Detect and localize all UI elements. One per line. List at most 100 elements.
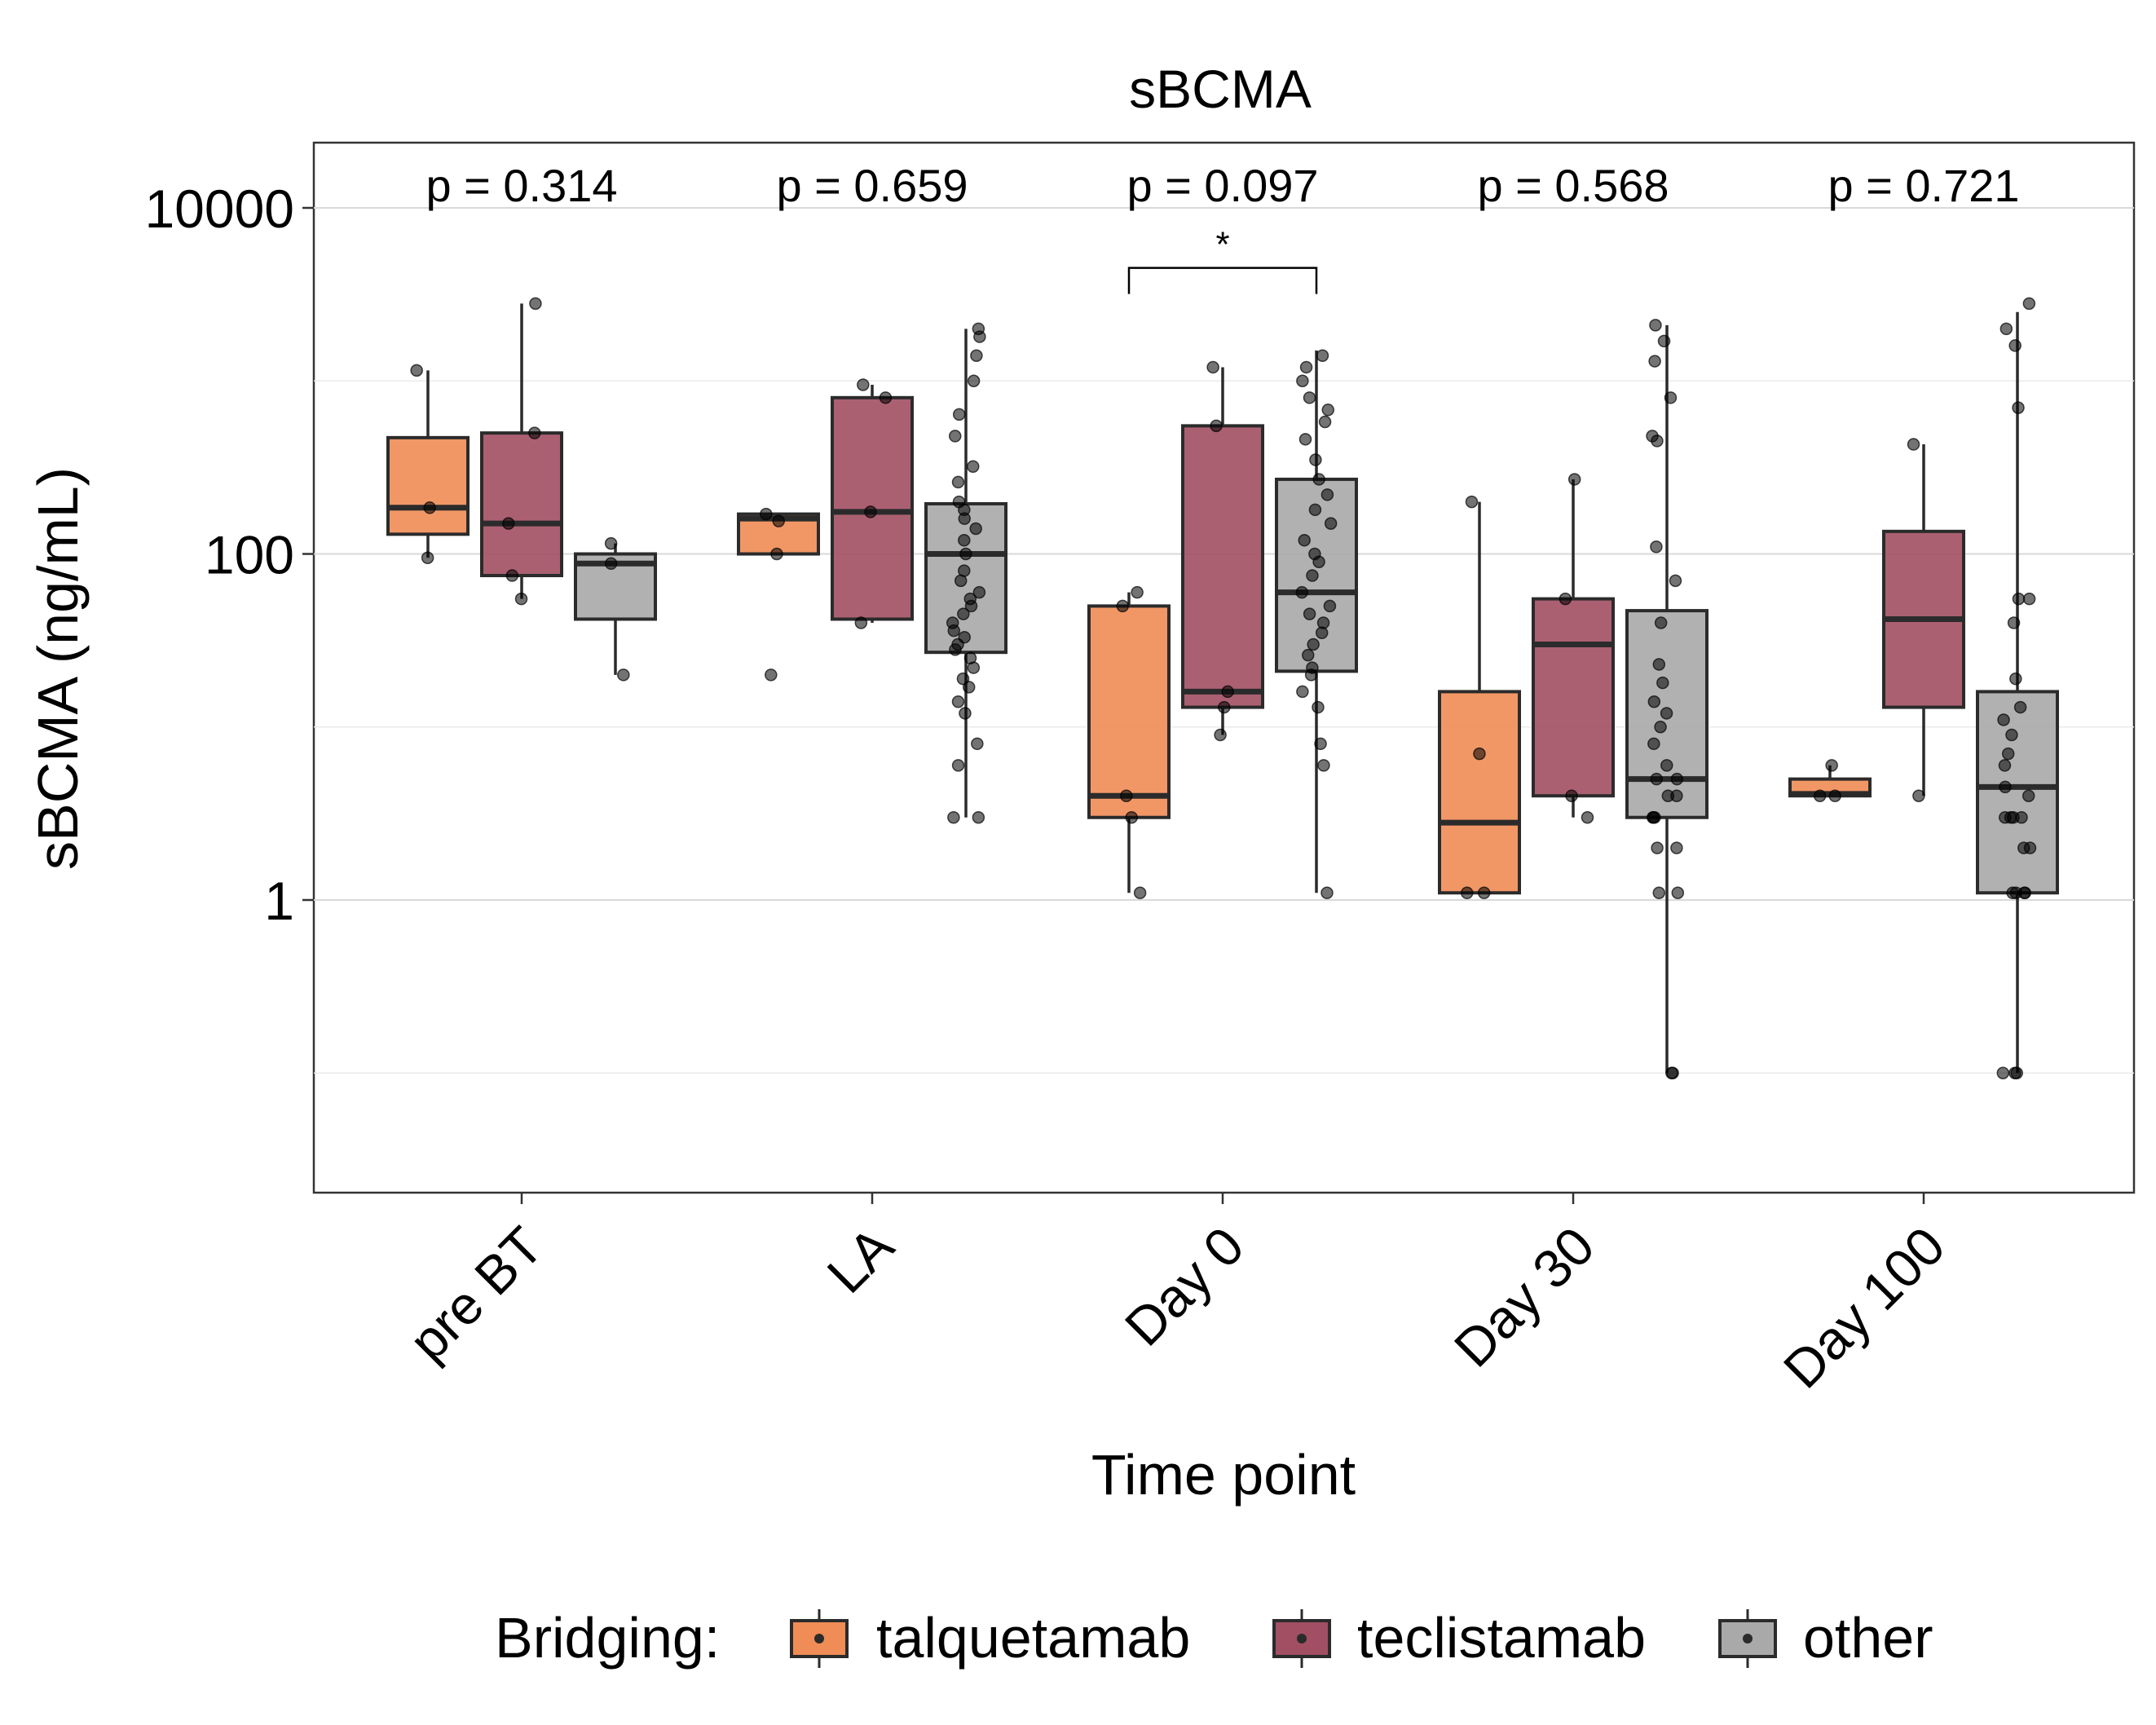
- box-talquetamab: [1438, 501, 1521, 895]
- data-point: [1825, 759, 1838, 772]
- data-point: [1665, 1066, 1678, 1079]
- data-point: [1306, 569, 1319, 582]
- p-value-label: p = 0.314: [425, 160, 617, 211]
- data-point: [1473, 747, 1486, 761]
- x-tick-label: LA: [815, 1215, 904, 1304]
- data-point: [502, 517, 515, 530]
- box-teclistamab: [480, 303, 563, 599]
- data-point: [421, 551, 434, 564]
- data-point: [958, 630, 971, 644]
- data-point: [1651, 841, 1664, 854]
- data-point: [528, 426, 541, 439]
- data-point: [1218, 700, 1231, 714]
- data-point: [1912, 789, 1925, 802]
- data-point: [410, 364, 423, 377]
- data-point: [617, 668, 630, 682]
- data-point: [958, 564, 971, 577]
- data-point: [1298, 533, 1311, 547]
- data-point: [760, 507, 773, 521]
- data-point: [1306, 661, 1319, 674]
- data-point: [879, 391, 893, 404]
- data-point: [951, 759, 965, 772]
- data-point: [972, 585, 986, 599]
- box-teclistamab: [1882, 444, 1965, 796]
- data-point: [1320, 886, 1334, 899]
- data-point: [1559, 592, 1572, 606]
- data-point: [1660, 707, 1673, 720]
- data-point: [2008, 1066, 2022, 1079]
- data-point: [1647, 737, 1660, 751]
- data-point: [1312, 473, 1325, 486]
- data-point: [765, 668, 778, 682]
- legend-key-point: [814, 1634, 824, 1643]
- data-point: [1131, 585, 1144, 599]
- box-iqr: [1976, 690, 2059, 895]
- data-point: [2012, 592, 2026, 606]
- data-point: [1307, 638, 1320, 651]
- data-point: [952, 408, 966, 421]
- data-point: [2013, 700, 2027, 714]
- x-tick-label: Day 0: [1113, 1215, 1255, 1357]
- data-point: [1296, 685, 1309, 699]
- legend: Bridging: talquetamab teclistamab other: [495, 1606, 1933, 1670]
- box-iqr: [1181, 424, 1264, 709]
- box-teclistamab: [831, 384, 914, 623]
- data-point: [1303, 391, 1316, 404]
- data-point: [604, 557, 618, 571]
- box-iqr: [1438, 690, 1521, 895]
- y-tick-label: 1: [264, 871, 294, 931]
- p-value-label: p = 0.568: [1477, 160, 1669, 211]
- box-iqr: [386, 435, 470, 536]
- data-point: [1125, 810, 1138, 824]
- data-point: [1813, 789, 1827, 802]
- data-point: [854, 616, 868, 629]
- data-point: [1670, 772, 1684, 786]
- data-point: [1646, 430, 1659, 443]
- data-point: [2006, 886, 2019, 899]
- data-point: [1316, 616, 1330, 629]
- data-point: [1309, 453, 1322, 466]
- data-point: [505, 569, 519, 582]
- data-point: [1656, 676, 1669, 690]
- p-value-label: p = 0.659: [776, 160, 968, 211]
- data-point: [952, 495, 966, 509]
- y-tick-label: 10000: [144, 179, 294, 239]
- data-point: [1647, 695, 1661, 708]
- data-point: [2022, 297, 2036, 311]
- data-point: [1296, 374, 1309, 387]
- data-point: [970, 349, 983, 362]
- data-point: [957, 607, 970, 620]
- data-point: [1565, 789, 1578, 802]
- data-point: [1999, 322, 2013, 336]
- data-point: [1654, 721, 1667, 734]
- p-value-label: p = 0.097: [1126, 160, 1318, 211]
- data-point: [958, 533, 971, 547]
- data-point: [963, 592, 977, 606]
- data-point: [1308, 547, 1321, 561]
- data-point: [2007, 616, 2021, 629]
- legend-key-point: [1297, 1634, 1307, 1643]
- data-point: [1660, 759, 1673, 772]
- data-point: [1221, 685, 1234, 699]
- data-point: [1295, 585, 1309, 599]
- x-tick-label: Day 100: [1772, 1215, 1956, 1400]
- data-point: [951, 475, 965, 489]
- data-point: [1996, 1066, 2010, 1079]
- data-point: [1323, 599, 1337, 613]
- data-point: [1206, 360, 1219, 374]
- data-point: [963, 651, 977, 665]
- data-point: [2022, 592, 2036, 606]
- data-point: [971, 737, 984, 751]
- legend-item-teclistamab: teclistamab: [1272, 1606, 1646, 1670]
- data-point: [1649, 319, 1662, 332]
- y-axis-title: sBCMA (ng/mL): [26, 467, 90, 870]
- data-point: [972, 322, 985, 336]
- box-talquetamab: [386, 370, 470, 558]
- data-point: [1999, 780, 2012, 794]
- data-point: [604, 536, 618, 550]
- data-point: [1652, 658, 1666, 671]
- legend-key-point: [1743, 1634, 1753, 1643]
- data-point: [1324, 517, 1338, 530]
- data-point: [959, 707, 972, 720]
